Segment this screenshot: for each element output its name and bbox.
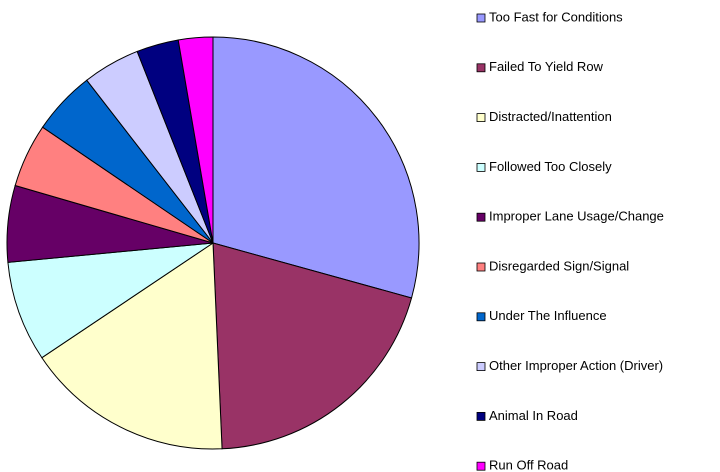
legend-label: Other Improper Action (Driver) (489, 358, 663, 373)
legend-label: Followed Too Closely (489, 159, 612, 174)
legend-swatch (476, 113, 486, 122)
legend-swatch (476, 411, 486, 421)
legend-swatch (476, 162, 486, 172)
pie-slice (212, 36, 420, 299)
legend-label: Improper Lane Usage/Change (489, 209, 664, 224)
legend-swatch (476, 461, 486, 471)
legend-swatch (476, 362, 486, 372)
legend-label: Distracted/Inattention (489, 109, 612, 124)
legend-label: Under The Influence (489, 308, 607, 323)
legend-swatch (476, 262, 486, 272)
legend-label: Disregarded Sign/Signal (489, 258, 629, 273)
pie-slice (7, 242, 214, 359)
legend-swatch (476, 13, 486, 23)
legend-swatch (476, 312, 486, 322)
pie-slice (212, 242, 413, 450)
pie-slice (177, 36, 214, 244)
legend-swatch (476, 63, 486, 73)
legend-swatch (476, 212, 486, 222)
legend-label: Too Fast for Conditions (489, 9, 623, 24)
legend-label: Animal In Road (489, 408, 578, 423)
legend-label: Failed To Yield Row (489, 59, 604, 74)
pie-slice (41, 242, 223, 450)
legend-label: Run Off Road (489, 458, 568, 472)
